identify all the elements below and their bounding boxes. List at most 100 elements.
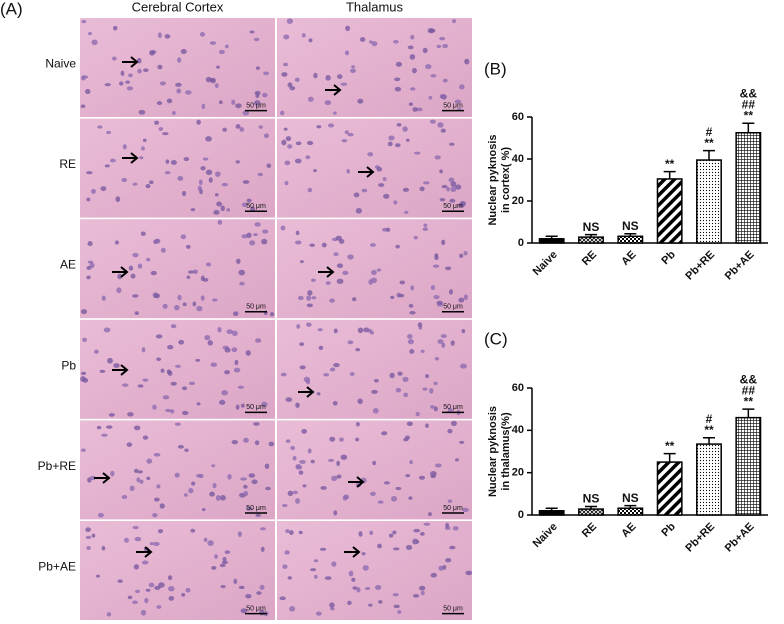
error-bar <box>545 507 558 511</box>
nucleus <box>255 338 262 343</box>
arrow <box>358 166 375 178</box>
nucleus <box>397 371 403 376</box>
nucleus <box>395 486 402 491</box>
nucleus <box>146 257 151 262</box>
nucleus <box>450 186 457 193</box>
nucleus <box>447 428 453 434</box>
nucleus <box>200 295 205 301</box>
nucleus <box>140 231 146 236</box>
nucleus <box>97 125 103 129</box>
nucleus <box>89 262 95 269</box>
nucleus <box>434 155 441 160</box>
nucleus <box>347 132 354 137</box>
nucleus <box>407 339 414 345</box>
nucleus <box>162 132 169 136</box>
nucleus <box>251 479 258 485</box>
nucleus <box>347 600 352 606</box>
nucleus <box>412 107 418 112</box>
nucleus <box>183 493 188 497</box>
nucleus <box>119 81 124 86</box>
nucleus <box>190 528 196 533</box>
nucleus <box>301 33 306 38</box>
nucleus <box>429 119 436 124</box>
nucleus <box>214 83 219 89</box>
nucleus <box>458 440 465 444</box>
nucleus <box>226 329 234 335</box>
nucleus <box>218 49 225 55</box>
nucleus <box>203 537 208 542</box>
nucleus <box>181 410 189 416</box>
y-axis-label: in thalamus(%) <box>500 412 512 491</box>
nucleus <box>217 219 223 225</box>
nucleus <box>91 188 96 194</box>
bar <box>656 461 683 516</box>
scale-bar-label: 50 μm <box>443 404 463 411</box>
nucleus <box>370 491 376 496</box>
nucleus <box>314 574 318 579</box>
nucleus <box>134 536 142 542</box>
nucleus <box>422 227 429 232</box>
nucleus <box>342 495 348 501</box>
nucleus <box>430 572 438 578</box>
nucleus <box>289 606 296 612</box>
nucleus <box>240 608 248 614</box>
nucleus <box>234 359 239 366</box>
nucleus <box>409 460 413 465</box>
nucleus <box>110 470 115 477</box>
nucleus <box>331 561 337 567</box>
nucleus <box>239 281 245 286</box>
nucleus <box>222 127 227 132</box>
nucleus <box>325 75 331 81</box>
nucleus <box>442 43 449 49</box>
nucleus <box>258 125 263 129</box>
significance-label: ** <box>665 157 675 171</box>
nucleus <box>284 550 290 555</box>
nucleus <box>371 41 378 47</box>
nucleus <box>235 103 242 109</box>
y-tick-label: 60 <box>512 111 524 123</box>
nucleus <box>285 529 290 534</box>
nucleus <box>89 475 96 481</box>
x-tick-label: Pb+AE <box>723 521 757 555</box>
tissue <box>277 420 472 520</box>
nucleus <box>310 459 315 464</box>
significance-label: && <box>740 86 758 100</box>
nucleus <box>231 99 236 105</box>
nucleus <box>428 95 433 100</box>
bar <box>696 159 722 244</box>
nucleus <box>299 342 305 347</box>
nucleus <box>355 207 362 214</box>
nucleus <box>283 34 290 40</box>
nucleus <box>260 546 265 552</box>
nucleus <box>377 543 382 549</box>
nucleus <box>288 530 294 536</box>
nucleus <box>369 530 374 536</box>
nucleus <box>210 362 218 367</box>
nucleus <box>198 179 203 186</box>
nucleus <box>413 528 421 533</box>
nucleus <box>407 45 414 50</box>
nucleus <box>80 371 87 375</box>
nucleus <box>122 144 127 150</box>
nucleus <box>462 507 469 513</box>
nucleus <box>196 402 201 406</box>
nucleus <box>129 485 135 491</box>
nucleus <box>94 349 99 354</box>
nucleus <box>231 347 238 353</box>
y-axis-label: Nuclear pyknosis <box>487 406 499 497</box>
nucleus <box>433 406 438 412</box>
nucleus <box>324 576 332 580</box>
nucleus <box>409 54 416 60</box>
nucleus <box>243 484 248 489</box>
nucleus <box>329 367 336 372</box>
nucleus <box>425 423 429 428</box>
nucleus <box>355 437 360 442</box>
nucleus <box>137 384 144 388</box>
nucleus <box>170 324 177 329</box>
nucleus <box>200 166 206 171</box>
x-tick-label: Pb <box>659 248 678 267</box>
nucleus <box>231 440 238 445</box>
nucleus <box>448 177 455 183</box>
nucleus <box>130 273 136 279</box>
error-bar <box>663 452 676 463</box>
